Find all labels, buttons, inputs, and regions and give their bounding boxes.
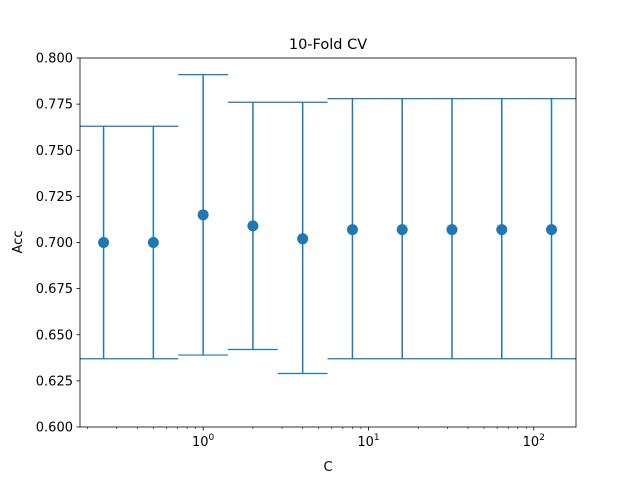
y-tick-label: 0.700 [36, 236, 73, 251]
data-point [197, 209, 209, 221]
data-point [297, 233, 309, 245]
error-bar-group [128, 125, 179, 360]
error-bar-group [327, 97, 378, 360]
data-point [346, 224, 358, 236]
error-bar-group [427, 97, 477, 360]
x-tick-label: 102 [523, 433, 545, 450]
error-bar-group [526, 97, 576, 360]
y-tick-label: 0.800 [36, 52, 73, 67]
data-point [147, 237, 159, 248]
y-axis-label: Acc [11, 231, 26, 254]
data-point [546, 224, 558, 236]
y-axis: 0.600 0.625 0.650 0.675 0.700 0.725 0.750 0.775… [36, 52, 80, 436]
error-bar-group [178, 74, 229, 356]
data-point [496, 224, 508, 236]
y-tick-label: 0.750 [36, 144, 73, 159]
x-tick-label: 100 [192, 433, 215, 450]
error-bar-group [377, 97, 428, 360]
data-point [98, 237, 110, 248]
plot-area [80, 74, 576, 375]
y-tick-label: 0.600 [36, 421, 73, 436]
data-point [446, 224, 458, 236]
error-bar-group [476, 97, 527, 360]
y-tick-label: 0.650 [36, 328, 73, 343]
chart-title: 10-Fold CV [289, 37, 367, 53]
x-axis: 100 101 102 [87, 427, 545, 450]
y-tick-label: 0.675 [36, 282, 73, 297]
y-tick-label: 0.625 [36, 374, 73, 389]
y-tick-label: 0.775 [36, 98, 73, 113]
error-bar-group [80, 125, 129, 360]
data-point [396, 224, 408, 236]
error-bar-group [277, 101, 328, 375]
y-tick-label: 0.725 [36, 190, 73, 205]
data-point [247, 220, 259, 232]
x-axis-label: C [323, 460, 332, 475]
error-bar-group [228, 101, 278, 351]
x-tick-label: 101 [357, 433, 379, 450]
